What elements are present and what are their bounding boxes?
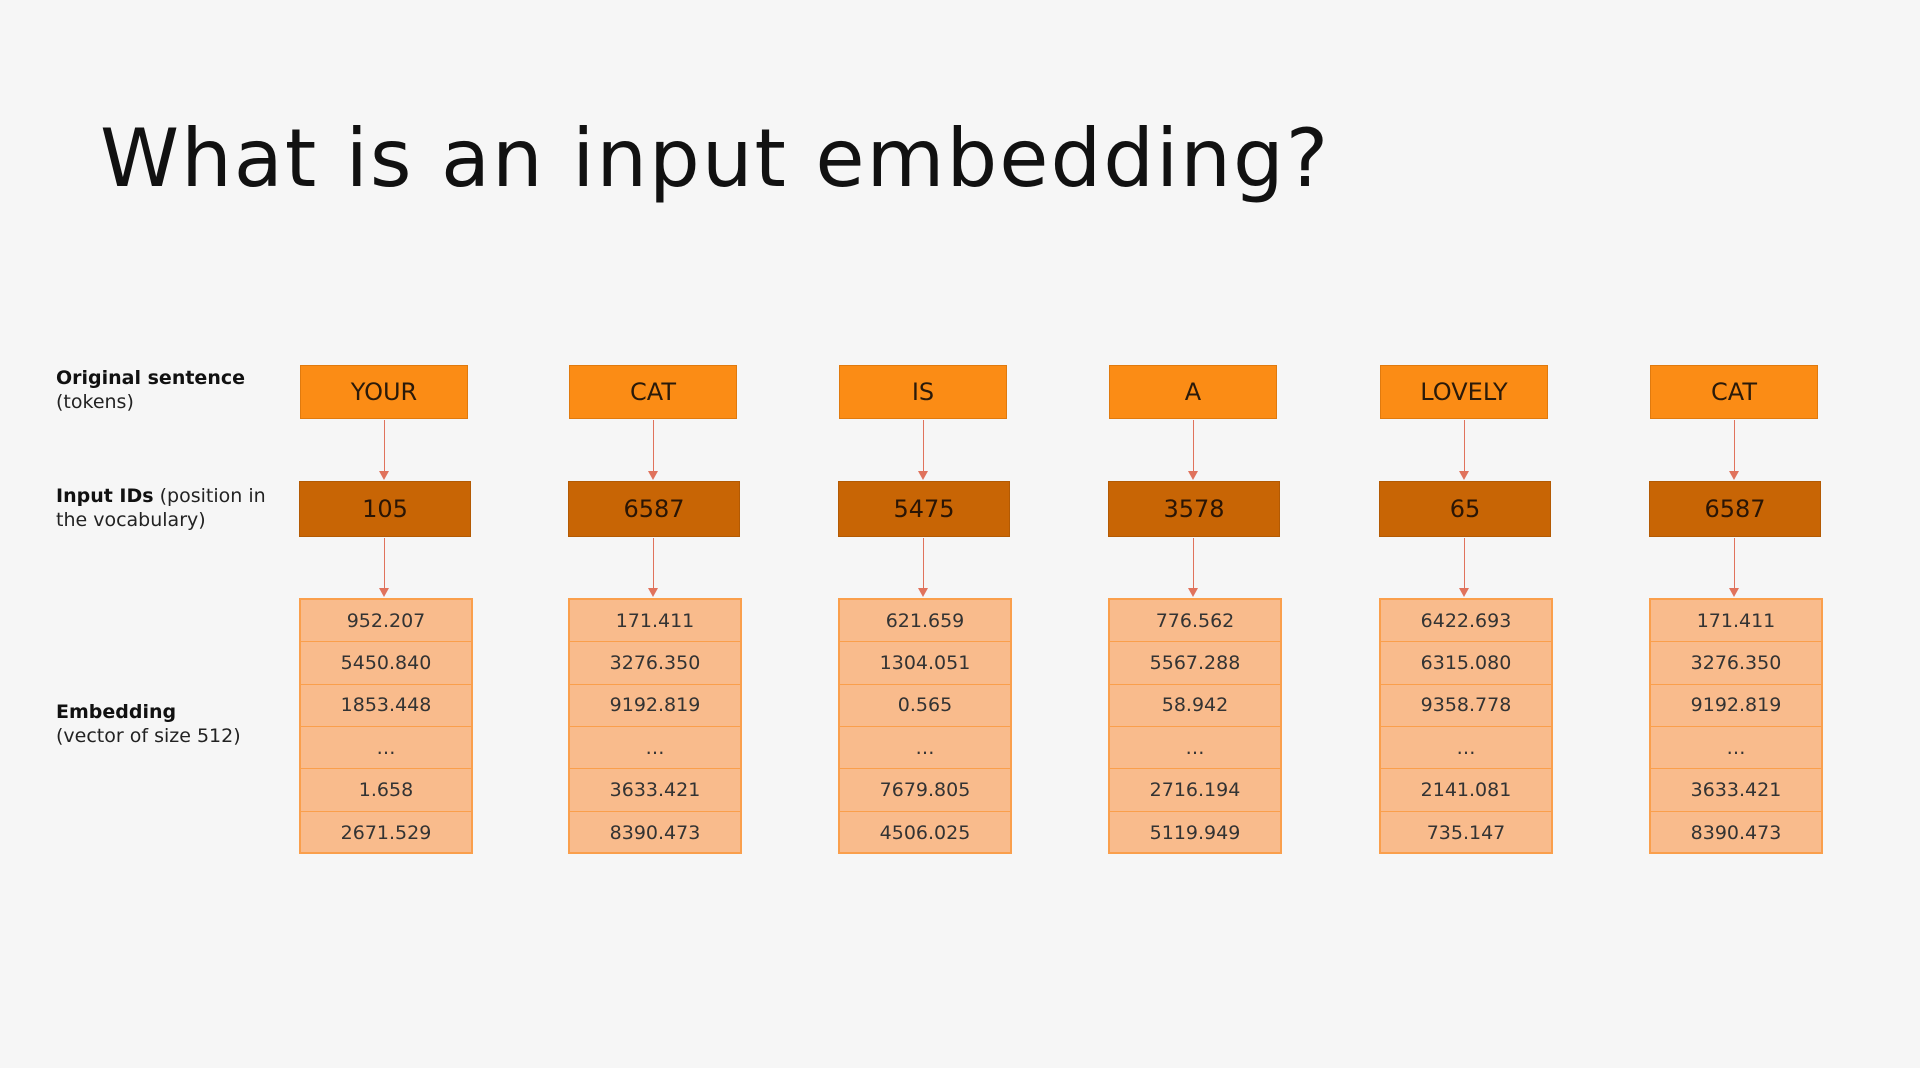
arrow-down-icon bbox=[379, 420, 389, 480]
embedding-value: 2716.194 bbox=[1110, 769, 1280, 812]
embedding-value: 5450.840 bbox=[301, 642, 471, 685]
input-id-box: 65 bbox=[1379, 481, 1551, 537]
embedding-value: 1304.051 bbox=[840, 642, 1010, 685]
row-label-input-ids-title: Input IDs bbox=[56, 485, 154, 507]
embedding-vector: 621.659 1304.051 0.565 … 7679.805 4506.0… bbox=[838, 598, 1012, 854]
embedding-value: 2671.529 bbox=[340, 821, 432, 844]
embedding-value: 8390.473 bbox=[609, 821, 701, 844]
embedding-value: 5567.288 bbox=[1110, 642, 1280, 685]
embedding-value: 1853.448 bbox=[301, 685, 471, 727]
embedding-ellipsis: … bbox=[1381, 727, 1551, 770]
embedding-ellipsis: … bbox=[1110, 727, 1280, 770]
arrow-down-icon bbox=[1459, 538, 1469, 597]
embedding-vector: 171.411 3276.350 9192.819 … 3633.421 839… bbox=[1649, 598, 1823, 854]
row-label-embedding-sub: (vector of size 512) bbox=[56, 725, 241, 747]
embedding-ellipsis: … bbox=[301, 727, 471, 770]
row-label-tokens-title: Original sentence bbox=[56, 367, 245, 389]
row-label-embedding: Embedding (vector of size 512) bbox=[56, 700, 241, 748]
arrow-down-icon bbox=[648, 538, 658, 597]
arrow-down-icon bbox=[648, 420, 658, 480]
embedding-value: 3633.421 bbox=[570, 769, 740, 812]
row-label-tokens: Original sentence (tokens) bbox=[56, 366, 245, 414]
row-label-input-ids: Input IDs (position in the vocabulary) bbox=[56, 484, 266, 532]
embedding-value: 7679.805 bbox=[840, 769, 1010, 812]
arrow-down-icon bbox=[918, 420, 928, 480]
input-id-box: 105 bbox=[299, 481, 471, 537]
input-id-box: 6587 bbox=[1649, 481, 1821, 537]
token-box: A bbox=[1109, 365, 1277, 419]
embedding-value: 58.942 bbox=[1110, 685, 1280, 727]
token-column: A 3578 776.562 5567.288 58.942 … 2716.19… bbox=[1106, 0, 1282, 1068]
token-column: YOUR 105 952.207 5450.840 1853.448 … 1.6… bbox=[297, 0, 473, 1068]
token-column: CAT 6587 171.411 3276.350 9192.819 … 363… bbox=[1647, 0, 1823, 1068]
token-column: LOVELY 65 6422.693 6315.080 9358.778 … 2… bbox=[1377, 0, 1553, 1068]
token-box: YOUR bbox=[300, 365, 468, 419]
arrow-down-icon bbox=[1188, 420, 1198, 480]
embedding-value: 8390.473 bbox=[1690, 821, 1782, 844]
token-box: CAT bbox=[569, 365, 737, 419]
token-column: IS 5475 621.659 1304.051 0.565 … 7679.80… bbox=[836, 0, 1012, 1068]
input-id-box: 5475 bbox=[838, 481, 1010, 537]
embedding-value: 3633.421 bbox=[1651, 769, 1821, 812]
arrow-down-icon bbox=[1188, 538, 1198, 597]
row-label-input-ids-sub: (position in the vocabulary) bbox=[56, 485, 266, 531]
embedding-value: 621.659 bbox=[840, 600, 1010, 643]
embedding-value: 0.565 bbox=[840, 685, 1010, 727]
embedding-value: 9358.778 bbox=[1381, 685, 1551, 727]
arrow-down-icon bbox=[918, 538, 928, 597]
slide-title: What is an input embedding? bbox=[100, 112, 1331, 205]
embedding-vector: 6422.693 6315.080 9358.778 … 2141.081 73… bbox=[1379, 598, 1553, 854]
input-id-box: 6587 bbox=[568, 481, 740, 537]
token-column: CAT 6587 171.411 3276.350 9192.819 … 363… bbox=[566, 0, 742, 1068]
embedding-value: 9192.819 bbox=[570, 685, 740, 727]
input-id-box: 3578 bbox=[1108, 481, 1280, 537]
embedding-ellipsis: … bbox=[1651, 727, 1821, 770]
arrow-down-icon bbox=[379, 538, 389, 597]
embedding-value: 6422.693 bbox=[1381, 600, 1551, 643]
embedding-value: 6315.080 bbox=[1381, 642, 1551, 685]
row-label-tokens-sub: (tokens) bbox=[56, 391, 134, 413]
embedding-value: 952.207 bbox=[301, 600, 471, 643]
embedding-ellipsis: … bbox=[570, 727, 740, 770]
embedding-vector: 776.562 5567.288 58.942 … 2716.194 5119.… bbox=[1108, 598, 1282, 854]
token-box: CAT bbox=[1650, 365, 1818, 419]
token-box: IS bbox=[839, 365, 1007, 419]
embedding-value: 4506.025 bbox=[879, 821, 971, 844]
embedding-value: 2141.081 bbox=[1381, 769, 1551, 812]
embedding-value: 171.411 bbox=[1651, 600, 1821, 643]
embedding-value: 776.562 bbox=[1110, 600, 1280, 643]
embedding-value: 1.658 bbox=[301, 769, 471, 812]
arrow-down-icon bbox=[1729, 420, 1739, 480]
embedding-vector: 171.411 3276.350 9192.819 … 3633.421 839… bbox=[568, 598, 742, 854]
embedding-value: 171.411 bbox=[570, 600, 740, 643]
embedding-value: 3276.350 bbox=[1651, 642, 1821, 685]
row-label-embedding-title: Embedding bbox=[56, 701, 177, 723]
embedding-value: 3276.350 bbox=[570, 642, 740, 685]
embedding-value: 735.147 bbox=[1426, 821, 1506, 844]
embedding-ellipsis: … bbox=[840, 727, 1010, 770]
embedding-vector: 952.207 5450.840 1853.448 … 1.658 2671.5… bbox=[299, 598, 473, 854]
embedding-value: 9192.819 bbox=[1651, 685, 1821, 727]
token-box: LOVELY bbox=[1380, 365, 1548, 419]
embedding-value: 5119.949 bbox=[1149, 821, 1241, 844]
arrow-down-icon bbox=[1729, 538, 1739, 597]
arrow-down-icon bbox=[1459, 420, 1469, 480]
